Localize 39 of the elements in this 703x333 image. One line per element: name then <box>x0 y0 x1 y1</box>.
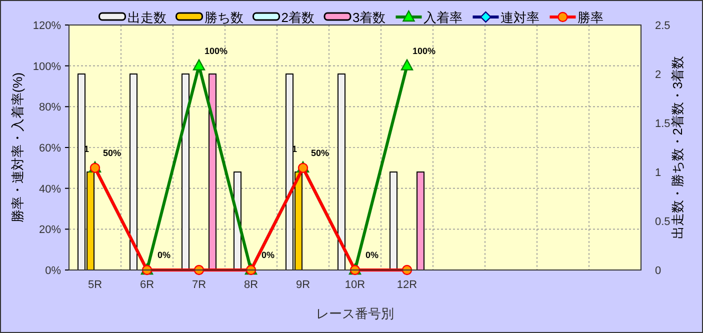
x-tick-label: 6R <box>140 279 154 291</box>
data-label: 0% <box>157 250 171 260</box>
data-label: 100% <box>204 46 228 56</box>
y-tick-label: 120% <box>32 20 62 32</box>
legend-label: 勝ち数 <box>204 10 244 25</box>
legend-label: 入着率 <box>424 10 463 25</box>
y-tick-label: 0% <box>45 265 62 277</box>
data-label: 100% <box>412 46 436 56</box>
y-tick-label: 20% <box>38 224 62 236</box>
y-tick-label: 40% <box>38 183 62 196</box>
x-axis-title: レース番号別 <box>316 306 394 321</box>
legend-label: 連対率 <box>500 10 540 25</box>
x-tick-label: 9R <box>296 279 310 291</box>
y2-tick-label: 0 <box>655 265 662 277</box>
data-label: 0% <box>365 250 379 260</box>
x-tick-label: 12R <box>396 279 418 291</box>
y2-tick-label: 0.5 <box>655 216 670 228</box>
y-tick-label: 80% <box>38 102 62 114</box>
data-label: 50% <box>310 148 330 158</box>
y2-tick-label: 1 <box>655 167 662 179</box>
legend-label: 2着数 <box>281 10 314 25</box>
x-tick-label: 8R <box>244 279 258 291</box>
legend-label: 勝率 <box>578 10 604 25</box>
data-label: 50% <box>102 148 122 158</box>
data-label: 0% <box>261 250 275 260</box>
y-tick-label: 60% <box>38 142 62 154</box>
y2-tick-label: 2.5 <box>655 20 670 32</box>
point <box>192 59 206 70</box>
y2-tick-label: 2 <box>655 69 662 81</box>
y-tick-label: 100% <box>32 60 62 73</box>
x-tick-label: 7R <box>192 279 206 291</box>
legend-label: 3着数 <box>352 10 386 25</box>
point <box>400 59 414 70</box>
x-tick-label: 5R <box>88 279 102 291</box>
y2-axis-title: 出走数・勝ち数・2着数・3着数 <box>670 56 685 240</box>
y2-tick-label: 1.5 <box>655 118 670 130</box>
x-tick-label: 10R <box>344 279 366 291</box>
y-axis-title: 勝率・連対率・入着率(%) <box>10 72 25 223</box>
legend-label: 出走数 <box>127 10 166 25</box>
